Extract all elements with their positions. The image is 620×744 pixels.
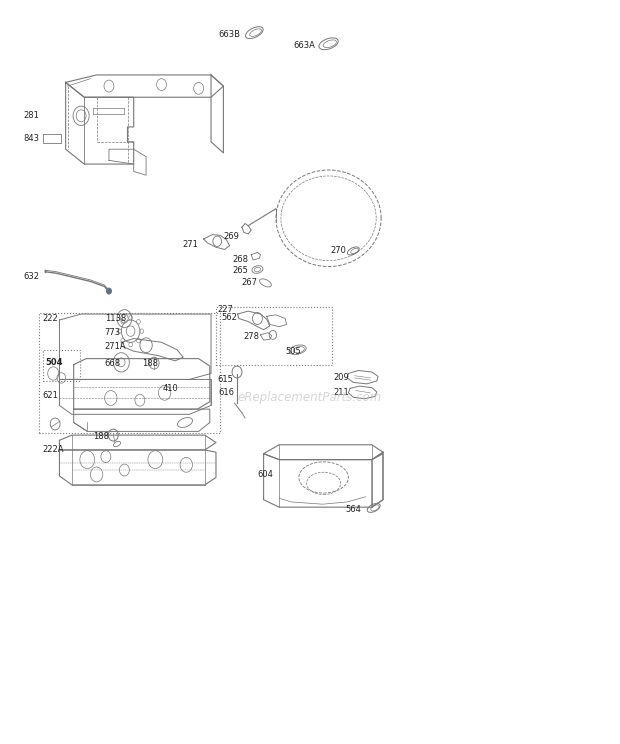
Text: 211: 211 bbox=[334, 388, 349, 397]
Text: 621: 621 bbox=[43, 391, 59, 400]
Text: 616: 616 bbox=[218, 388, 234, 397]
Text: 504: 504 bbox=[45, 358, 63, 367]
Text: 615: 615 bbox=[218, 375, 233, 384]
Text: 564: 564 bbox=[345, 505, 361, 514]
Bar bbox=[216, 307, 332, 365]
Text: 188: 188 bbox=[93, 432, 109, 441]
Text: 843: 843 bbox=[23, 134, 39, 143]
Text: 227: 227 bbox=[217, 305, 233, 314]
Text: 269: 269 bbox=[224, 232, 239, 241]
Text: 1138: 1138 bbox=[105, 314, 126, 323]
Text: 668: 668 bbox=[105, 359, 121, 368]
Text: 562: 562 bbox=[221, 313, 237, 322]
Text: 663A: 663A bbox=[293, 41, 315, 50]
Text: 604: 604 bbox=[257, 470, 273, 479]
Text: 222A: 222A bbox=[43, 445, 64, 454]
Text: 270: 270 bbox=[330, 246, 346, 255]
Text: 278: 278 bbox=[243, 332, 259, 341]
Text: 632: 632 bbox=[23, 272, 39, 281]
Text: 281: 281 bbox=[23, 112, 39, 121]
Bar bbox=[39, 312, 219, 433]
Text: 188: 188 bbox=[142, 359, 157, 368]
Text: 410: 410 bbox=[163, 384, 179, 393]
Text: 267: 267 bbox=[241, 278, 257, 287]
Text: 271: 271 bbox=[183, 240, 198, 248]
Text: 773: 773 bbox=[105, 328, 121, 337]
Bar bbox=[43, 350, 80, 381]
Text: 271A: 271A bbox=[105, 341, 126, 350]
Text: 265: 265 bbox=[232, 266, 248, 275]
Text: 505: 505 bbox=[285, 347, 301, 356]
Text: 268: 268 bbox=[232, 254, 248, 263]
Text: eReplacementParts.com: eReplacementParts.com bbox=[238, 391, 382, 405]
Text: 222: 222 bbox=[43, 314, 58, 323]
Circle shape bbox=[107, 288, 112, 294]
Text: 209: 209 bbox=[334, 373, 349, 382]
Text: 663B: 663B bbox=[219, 30, 241, 39]
